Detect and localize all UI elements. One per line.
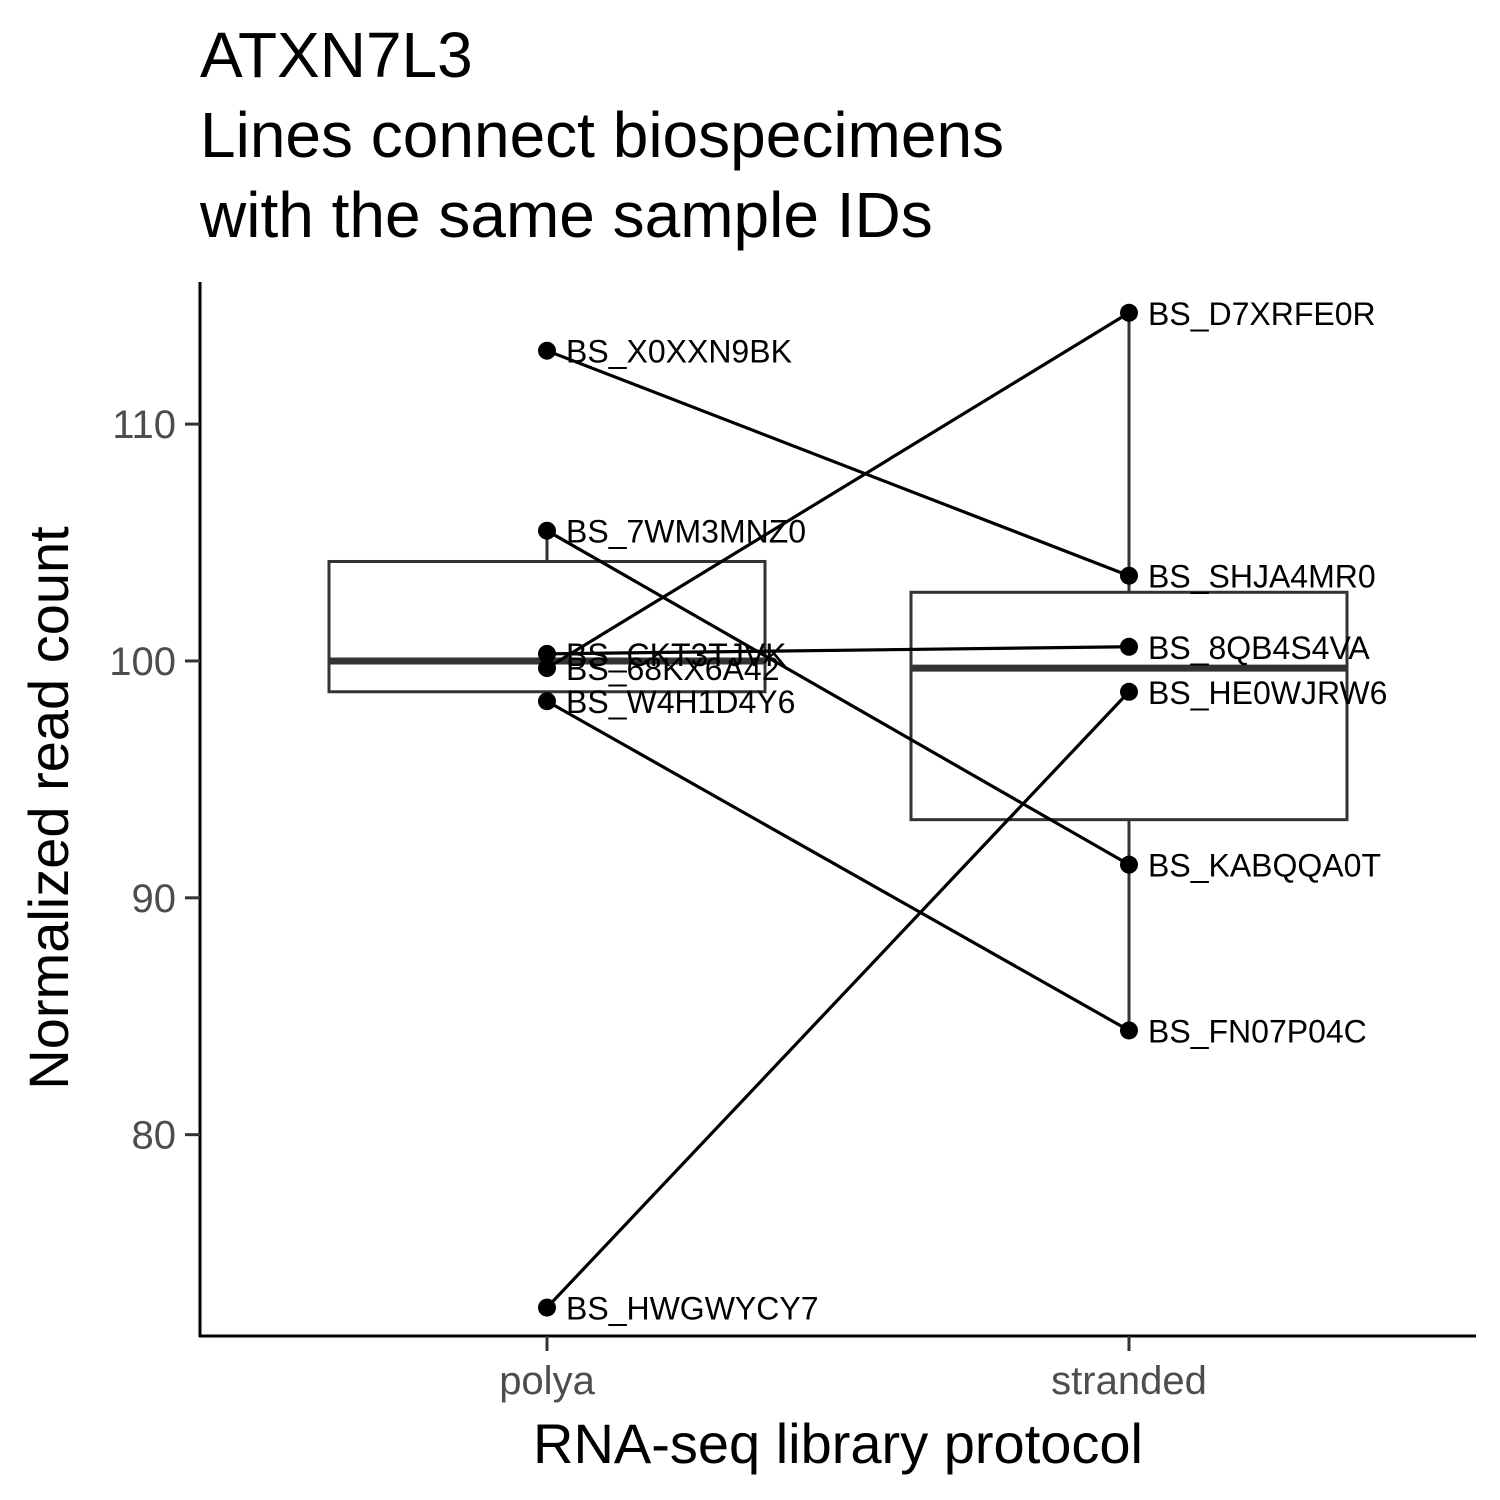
box-iqr (909, 590, 1349, 822)
boxplot-stranded (909, 312, 1349, 1031)
data-point (538, 692, 556, 711)
point-label: BS_D7XRFE0R (1148, 296, 1376, 332)
data-point (538, 521, 556, 540)
point-label: BS_8QB4S4VA (1148, 630, 1370, 666)
axes: 80 90 100 110 polya stranded (109, 282, 1476, 1403)
point-label: BS_FN07P04C (1148, 1013, 1367, 1049)
point-label: BS_SHJA4MR0 (1148, 559, 1376, 595)
x-tick-label: stranded (1051, 1359, 1207, 1403)
point-label: BS_HWGWYCY7 (566, 1291, 818, 1327)
box-iqr (327, 559, 767, 694)
point-label: BS_X0XXN9BK (566, 334, 792, 370)
boxplots (327, 312, 1349, 1031)
point-label: BS_KABQQA0T (1148, 848, 1381, 884)
title-line: Lines connect biospecimens (200, 99, 1004, 171)
data-point (538, 644, 556, 663)
y-tick-label: 100 (109, 640, 176, 684)
data-point (538, 659, 556, 678)
x-tick-label: polya (499, 1359, 595, 1403)
point-label: BS_HE0WJRW6 (1148, 675, 1387, 711)
point-label: BS_7WM3MNZ0 (566, 514, 806, 550)
data-point (1120, 1021, 1138, 1040)
point-label: BS_CKT3TJVK (566, 637, 787, 673)
data-point (1120, 303, 1138, 322)
x-axis-title: RNA-seq library protocol (533, 1412, 1143, 1475)
data-point (538, 341, 556, 360)
pair-line (546, 645, 1130, 656)
data-points: BS_X0XXN9BK BS_7WM3MNZ0 BS_CKT3TJVKBS_68KX… (538, 296, 1387, 1327)
pair-line (546, 529, 1130, 867)
data-point (1120, 637, 1138, 656)
pair-line (546, 699, 1130, 1032)
data-point (538, 1298, 556, 1317)
y-tick-label: 110 (112, 403, 176, 447)
pair-line (546, 349, 1130, 578)
title-line: ATXN7L3 (200, 19, 473, 91)
data-point (1120, 682, 1138, 701)
y-tick-label: 90 (132, 877, 177, 921)
pair-line (546, 311, 1130, 670)
point-label: BS_W4H1D4Y6 (566, 684, 795, 720)
chart-title: ATXN7L3 Lines connect biospecimens with th… (199, 19, 1004, 251)
title-line: with the same sample IDs (199, 179, 933, 251)
y-tick-label: 80 (132, 1114, 177, 1158)
y-axis-title: Normalized read count (17, 526, 80, 1090)
data-point (1120, 566, 1138, 585)
data-point (1120, 855, 1138, 874)
point-label: BS_68KX6A42 (566, 651, 780, 687)
pair-lines (545, 311, 1131, 1309)
pair-line (545, 690, 1131, 1309)
